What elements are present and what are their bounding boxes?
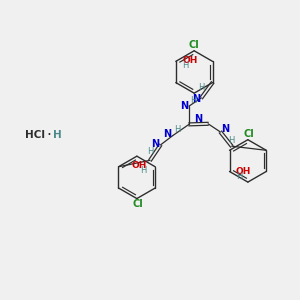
Text: H: H (236, 172, 242, 181)
Text: Cl: Cl (244, 129, 255, 140)
Text: N: N (180, 101, 188, 111)
Text: H: H (53, 130, 62, 140)
Text: N: N (151, 139, 159, 148)
Text: Cl: Cl (132, 199, 143, 209)
Text: H: H (228, 136, 235, 145)
Text: HCl: HCl (25, 130, 45, 140)
Text: OH: OH (182, 56, 198, 65)
Text: N: N (164, 129, 172, 139)
Text: N: N (192, 94, 200, 104)
Text: OH: OH (132, 161, 147, 170)
Text: H: H (174, 125, 180, 134)
Text: H: H (182, 61, 189, 70)
Text: ·: · (46, 128, 51, 143)
Text: OH: OH (236, 167, 251, 176)
Text: N: N (194, 114, 202, 124)
Text: H: H (198, 83, 205, 92)
Text: N: N (221, 124, 229, 134)
Text: Cl: Cl (189, 40, 200, 50)
Text: H: H (190, 96, 196, 105)
Text: H: H (147, 147, 153, 156)
Text: H: H (141, 166, 147, 175)
